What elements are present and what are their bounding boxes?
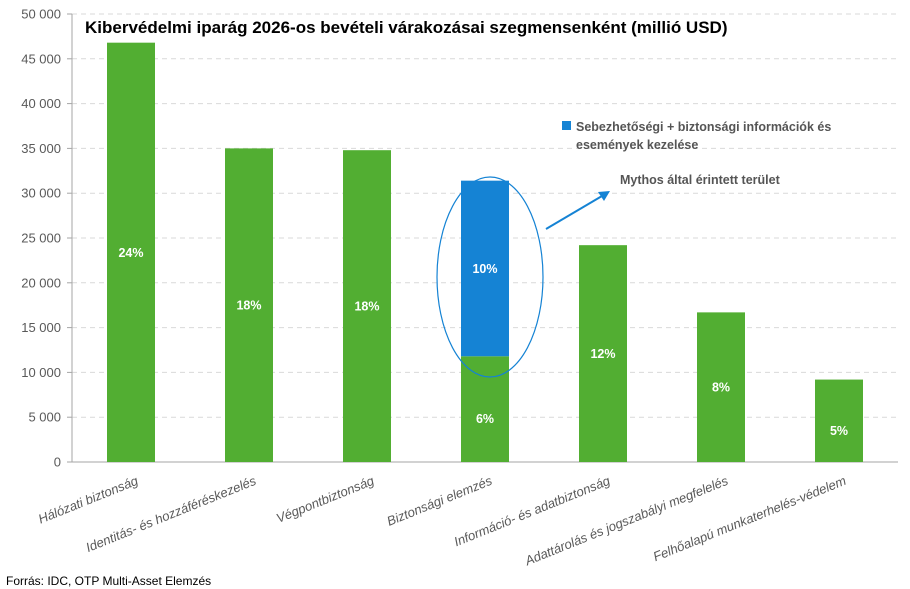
source-note: Forrás: IDC, OTP Multi-Asset Elemzés <box>6 574 212 588</box>
legend-label: Sebezhetőségi + biztonsági információk é… <box>576 120 832 152</box>
x-tick-label: Felhőalapú munkaterhelés-védelem <box>651 473 848 564</box>
y-tick-label: 20 000 <box>21 275 61 290</box>
y-tick-label: 5 000 <box>28 410 61 425</box>
y-tick-label: 25 000 <box>21 231 61 246</box>
data-label: 18% <box>236 299 261 313</box>
bar-segment-total <box>815 379 863 462</box>
x-tick-label: Biztonsági elemzés <box>385 473 495 529</box>
data-label: 12% <box>590 347 615 361</box>
bar-segment-total <box>225 148 273 462</box>
y-tick-label: 40 000 <box>21 96 61 111</box>
y-tick-labels: 0 5 000 10 000 15 000 20 000 25 000 30 000 35 0… <box>21 7 61 470</box>
data-labels: 24% 18% 18% 6% 10% 12% 8% 5% <box>118 246 848 438</box>
legend: Sebezhetőségi + biztonsági információk é… <box>562 118 861 154</box>
bar-segment-total <box>343 150 391 462</box>
x-tick-label: Végpontbiztonság <box>274 473 377 526</box>
annotation-arrow <box>545 191 610 230</box>
x-tick-label: Hálózati biztonság <box>36 473 141 527</box>
bars <box>107 42 863 463</box>
annotation-label: Mythos által érintett terület <box>620 173 780 187</box>
bar-segment-total <box>579 245 627 462</box>
data-label: 10% <box>472 262 497 276</box>
data-label: 18% <box>354 300 379 314</box>
x-tick-label: Adattárolás és jogszabályi megfelelés <box>522 473 731 569</box>
y-tick-label: 45 000 <box>21 51 61 66</box>
y-tick-label: 50 000 <box>21 7 61 22</box>
highlight-ellipse <box>436 176 544 378</box>
y-tick-label: 0 <box>54 455 61 470</box>
bar-segment-total <box>697 312 745 462</box>
chart-title: Kibervédelmi iparág 2026-os bevételi vár… <box>85 18 728 37</box>
bar-segment-highlight <box>461 180 509 357</box>
bar-segment-total <box>461 356 509 462</box>
data-label: 24% <box>118 246 143 260</box>
y-tick-label: 35 000 <box>21 141 61 156</box>
y-tick-label: 10 000 <box>21 365 61 380</box>
data-label: 5% <box>830 424 848 438</box>
y-tick-label: 30 000 <box>21 186 61 201</box>
bar-segment-total <box>107 42 155 463</box>
gridlines <box>72 13 898 418</box>
data-label: 8% <box>712 381 730 395</box>
y-tick-label: 15 000 <box>21 320 61 335</box>
legend-swatch-blue <box>562 121 571 130</box>
data-label: 6% <box>476 412 494 426</box>
